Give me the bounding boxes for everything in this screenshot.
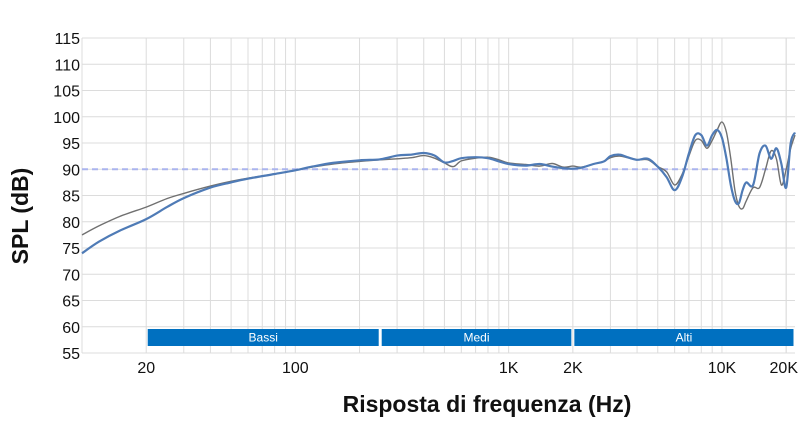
series-line-2 (81, 128, 797, 255)
y-tick-label: 110 (54, 57, 80, 74)
y-tick-label: 115 (54, 31, 80, 48)
band-label-medi: Medi (464, 331, 490, 345)
series-line-1 (81, 121, 796, 236)
y-tick-labels: 55 60 65 70 75 80 85 90 95 100 105 110 115 (53, 31, 80, 363)
x-axis-title: Risposta di frequenza (Hz) (343, 391, 632, 417)
band-label-alti: Alti (676, 331, 693, 345)
grid (81, 37, 795, 354)
y-tick-label: 70 (62, 267, 80, 284)
band-bassi (147, 329, 379, 346)
band-medi (381, 329, 572, 346)
x-tick-label: 2K (563, 360, 583, 377)
x-tick-label: 20K (770, 360, 799, 377)
series-lines (81, 121, 797, 255)
y-tick-label: 100 (53, 110, 80, 127)
y-tick-label: 95 (62, 136, 80, 153)
band-label-bassi: Bassi (249, 331, 278, 345)
y-tick-label: 85 (62, 189, 80, 206)
x-tick-label: 20 (137, 360, 155, 377)
y-tick-label: 105 (53, 84, 80, 101)
y-tick-label: 55 (62, 346, 80, 363)
y-tick-label: 75 (62, 241, 80, 258)
x-tick-labels: 20 100 1K 2K 10K 20K (137, 360, 798, 377)
x-tick-label: 1K (499, 360, 519, 377)
y-tick-label: 60 (62, 320, 80, 337)
x-tick-label: 10K (708, 360, 737, 377)
y-tick-label: 90 (62, 162, 80, 179)
y-axis-title: SPL (dB) (7, 168, 33, 265)
band-alti (574, 329, 794, 346)
x-tick-label: 100 (282, 360, 309, 377)
y-tick-label: 65 (62, 294, 80, 311)
frequency-bands: Bassi Medi Alti (147, 329, 794, 346)
y-tick-label: 80 (62, 215, 80, 232)
